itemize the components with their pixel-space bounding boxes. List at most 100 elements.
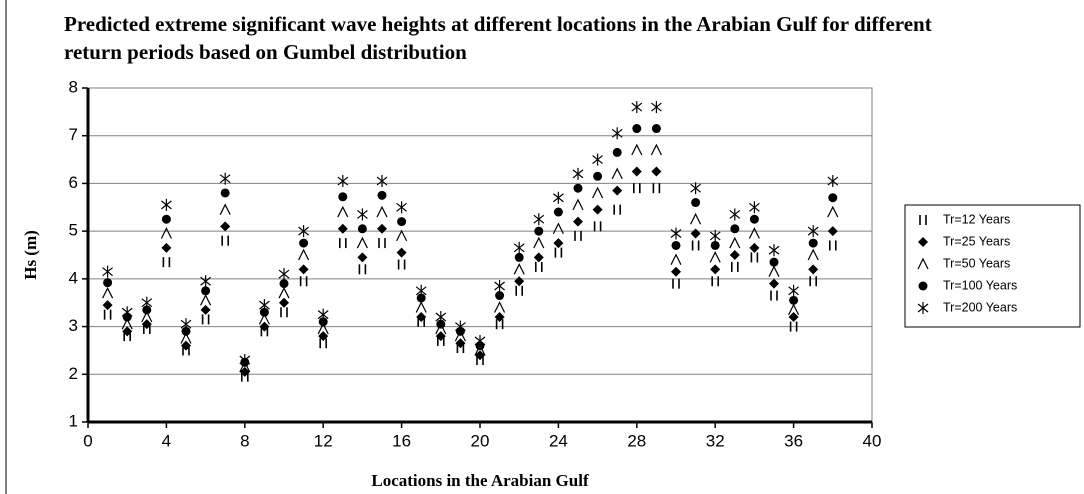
marker-part: [828, 193, 838, 203]
marker-part: [592, 186, 604, 199]
x-tick-label: 12: [314, 431, 333, 450]
marker-part: [337, 223, 348, 234]
marker-part: [415, 301, 427, 313]
marker-asterisk: [807, 225, 819, 238]
marker-part: [690, 228, 701, 239]
marker-part: [121, 307, 133, 317]
marker-part: [514, 276, 525, 287]
marker-part: [356, 236, 368, 249]
marker-part: [416, 312, 427, 323]
marker-diamond: [435, 331, 446, 342]
marker-circle: [495, 291, 505, 301]
marker-diamond: [494, 312, 505, 323]
marker-asterisk: [611, 127, 623, 140]
marker-caret: [650, 143, 662, 156]
marker-part: [436, 319, 446, 329]
marker-caret: [670, 253, 682, 266]
marker-part: [278, 269, 290, 279]
marker-asterisk: [102, 265, 113, 278]
marker-part: [651, 166, 662, 177]
marker-asterisk: [357, 208, 368, 221]
marker-asterisk: [396, 201, 407, 214]
marker-bars: [574, 230, 582, 241]
marker-part: [122, 326, 133, 337]
marker-part: [632, 124, 642, 134]
x-tick-label: 20: [471, 431, 490, 450]
marker-bars: [515, 285, 524, 296]
marker-circle: [299, 238, 309, 248]
marker-part: [533, 236, 545, 249]
marker-asterisk: [161, 198, 172, 211]
marker-part: [729, 209, 741, 219]
marker-part: [219, 174, 231, 184]
marker-bars: [919, 215, 927, 225]
marker-part: [494, 281, 505, 291]
y-tick-label: 5: [69, 221, 78, 240]
marker-circle: [769, 257, 779, 267]
marker-part: [769, 278, 779, 289]
marker-part: [671, 266, 681, 277]
marker-caret: [611, 167, 623, 180]
marker-part: [748, 227, 760, 239]
marker-asterisk: [298, 225, 309, 238]
marker-bars: [711, 276, 720, 287]
marker-part: [318, 317, 328, 327]
marker-diamond: [651, 166, 662, 177]
marker-part: [729, 236, 741, 249]
marker-asterisk: [494, 280, 505, 293]
marker-caret: [356, 236, 368, 249]
marker-diamond: [161, 242, 172, 253]
marker-diamond: [318, 331, 329, 342]
marker-part: [201, 286, 211, 296]
marker-asterisk: [709, 229, 721, 242]
marker-part: [709, 251, 721, 263]
marker-diamond: [631, 166, 642, 177]
marker-part: [475, 350, 485, 361]
marker-part: [259, 307, 269, 317]
marker-part: [200, 304, 211, 315]
marker-circle: [514, 252, 524, 262]
marker-circle: [651, 124, 661, 134]
marker-part: [220, 221, 231, 232]
marker-part: [513, 262, 525, 275]
marker-circle: [730, 224, 740, 234]
marker-part: [670, 229, 682, 238]
marker-asterisk: [180, 318, 192, 331]
marker-caret: [748, 227, 760, 239]
marker-diamond: [181, 340, 191, 351]
marker-part: [611, 128, 623, 138]
marker-diamond: [808, 264, 819, 275]
marker-part: [769, 257, 779, 267]
marker-diamond: [749, 242, 760, 253]
x-tick-label: 40: [863, 431, 882, 450]
marker-part: [651, 102, 662, 112]
marker-caret: [298, 248, 310, 261]
marker-bars: [358, 264, 367, 275]
marker-part: [102, 267, 113, 277]
marker-circle: [142, 305, 152, 315]
marker-part: [299, 238, 309, 248]
marker-asterisk: [670, 227, 682, 240]
marker-caret: [415, 301, 427, 313]
marker-circle: [220, 188, 230, 198]
marker-diamond: [533, 252, 544, 263]
marker-part: [918, 237, 928, 247]
marker-bars: [828, 240, 837, 251]
marker-part: [455, 322, 466, 332]
marker-part: [416, 293, 426, 303]
marker-bars: [162, 257, 171, 268]
marker-part: [317, 310, 329, 320]
marker-part: [161, 214, 171, 224]
marker-bars: [789, 321, 798, 332]
marker-part: [573, 216, 583, 227]
marker-diamond: [592, 204, 603, 215]
marker-part: [768, 265, 780, 277]
marker-bars: [319, 338, 328, 349]
marker-circle: [534, 226, 544, 236]
marker-caret: [160, 227, 172, 239]
marker-part: [572, 169, 584, 179]
marker-caret: [533, 236, 545, 249]
marker-part: [142, 305, 152, 315]
marker-part: [357, 209, 368, 219]
